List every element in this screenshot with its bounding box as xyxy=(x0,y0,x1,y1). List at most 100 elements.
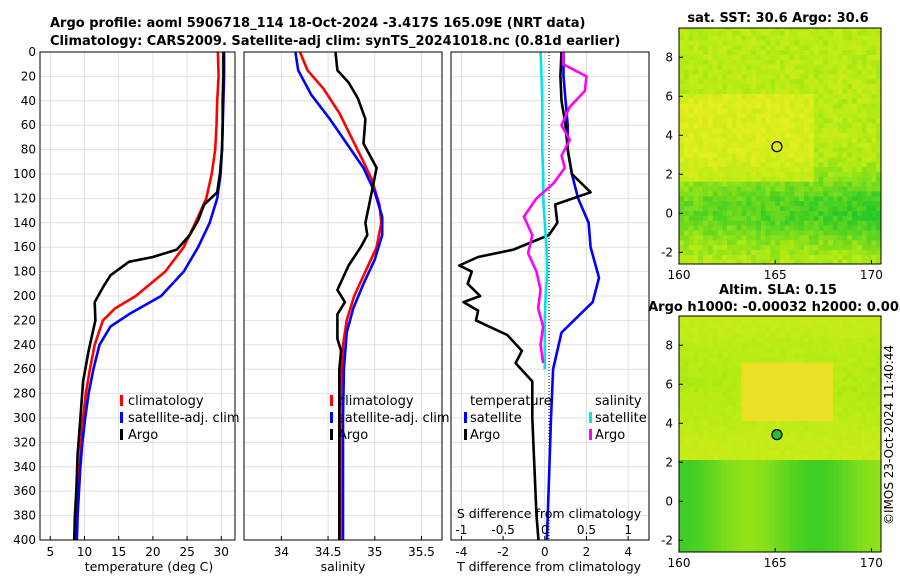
map-cell xyxy=(741,181,747,187)
map-cell xyxy=(736,400,743,407)
map-cell xyxy=(852,352,858,358)
map-cell xyxy=(736,493,743,499)
map-cell xyxy=(741,151,747,158)
map-cell xyxy=(780,88,786,94)
map-cell xyxy=(731,30,738,36)
map-cell xyxy=(731,357,738,363)
map-cell xyxy=(698,30,704,36)
map-cell xyxy=(842,137,848,143)
map-cell xyxy=(722,532,728,538)
map-cell xyxy=(770,137,776,143)
map-cell xyxy=(813,532,820,538)
map-cell xyxy=(698,39,704,46)
temperature-frame xyxy=(39,51,236,541)
map-cell xyxy=(722,366,728,373)
map-cell xyxy=(784,64,791,70)
map-cell xyxy=(808,522,815,529)
map-cell xyxy=(799,78,805,85)
map-cell xyxy=(693,361,699,368)
map-cell xyxy=(688,108,694,114)
map-cell xyxy=(804,517,810,524)
map-cell xyxy=(794,28,800,31)
map-cell xyxy=(823,254,829,260)
map-cell xyxy=(765,435,771,441)
map-cell xyxy=(837,488,844,495)
map-cell xyxy=(837,322,844,329)
map-cell xyxy=(813,430,820,436)
map-cell xyxy=(866,342,872,348)
map-cell xyxy=(722,527,728,534)
map-cell xyxy=(789,28,795,31)
map-cell xyxy=(727,337,733,343)
map-cell xyxy=(712,347,719,353)
map-cell xyxy=(693,239,699,246)
map-cell xyxy=(746,439,752,446)
map-cell xyxy=(799,200,805,207)
map-cell xyxy=(727,318,733,324)
latitude-tick-label: 0 xyxy=(665,206,673,220)
map-cell xyxy=(751,147,757,153)
map-cell xyxy=(722,112,728,119)
map-cell xyxy=(871,147,877,153)
map-cell xyxy=(789,220,795,226)
map-cell xyxy=(823,210,829,216)
map-cell xyxy=(784,478,791,485)
map-cell xyxy=(852,547,858,552)
map-cell xyxy=(813,386,820,392)
map-cell xyxy=(871,151,877,158)
map-cell xyxy=(823,147,829,153)
map-cell xyxy=(756,103,762,109)
map-cell xyxy=(756,254,762,260)
map-cell xyxy=(746,464,752,470)
map-cell xyxy=(756,488,762,495)
map-cell xyxy=(789,493,795,499)
map-cell xyxy=(876,386,881,392)
map-cell xyxy=(852,73,858,80)
map-cell xyxy=(861,127,868,133)
map-cell xyxy=(756,88,762,94)
map-cell xyxy=(703,147,709,153)
map-cell xyxy=(857,537,863,543)
map-cell xyxy=(727,229,733,236)
map-cell xyxy=(679,215,685,221)
map-cell xyxy=(717,244,723,250)
map-cell xyxy=(789,181,795,187)
map-cell xyxy=(794,166,800,172)
map-cell xyxy=(813,176,820,182)
map-cell xyxy=(683,537,690,543)
map-cell xyxy=(698,44,704,51)
map-cell xyxy=(688,410,694,417)
map-cell xyxy=(741,64,747,70)
map-cell xyxy=(727,176,733,182)
map-cell xyxy=(876,69,881,75)
map-cell xyxy=(780,117,786,124)
map-cell xyxy=(683,200,690,207)
map-cell xyxy=(852,522,858,529)
map-cell xyxy=(717,386,723,392)
map-cell xyxy=(832,88,839,94)
map-cell xyxy=(866,78,872,85)
map-cell xyxy=(837,483,844,490)
map-cell xyxy=(784,147,791,153)
map-cell xyxy=(789,88,795,94)
map-cell xyxy=(832,190,839,197)
map-cell xyxy=(813,474,820,480)
map-cell xyxy=(866,513,872,519)
map-cell xyxy=(683,459,690,465)
map-cell xyxy=(861,386,868,392)
map-cell xyxy=(823,28,829,31)
map-cell xyxy=(828,347,834,353)
map-cell xyxy=(847,220,853,226)
map-cell xyxy=(789,103,795,109)
map-cell xyxy=(847,425,853,431)
map-cell xyxy=(871,98,877,104)
map-cell xyxy=(866,405,872,412)
map-cell xyxy=(703,34,709,41)
map-cell xyxy=(794,132,800,138)
map-cell xyxy=(717,327,723,334)
map-cell xyxy=(837,361,844,368)
map-cell xyxy=(746,415,752,421)
map-cell xyxy=(861,316,868,319)
map-cell xyxy=(760,449,767,456)
map-cell xyxy=(808,357,815,363)
